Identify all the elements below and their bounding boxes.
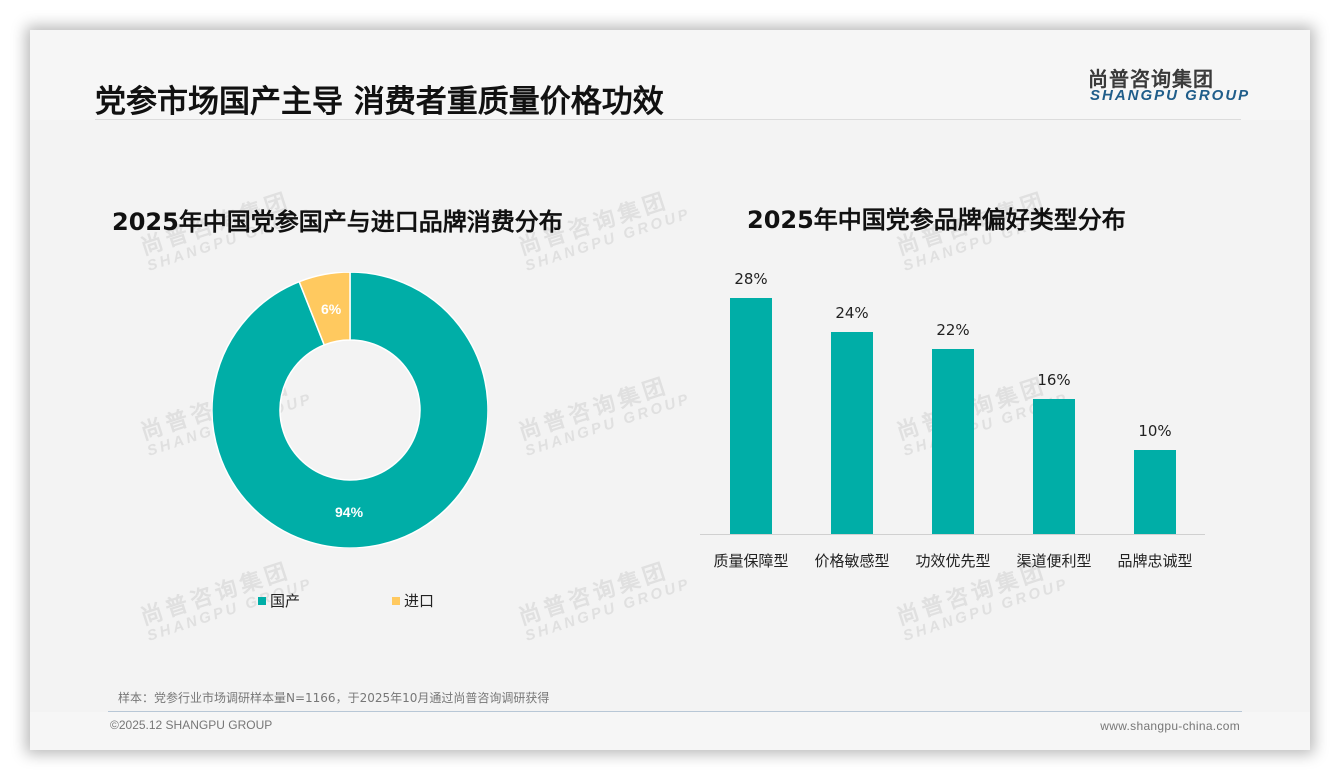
sample-note: 样本：党参行业市场调研样本量N=1166，于2025年10月通过尚普咨询调研获得 xyxy=(118,691,550,705)
bar xyxy=(831,331,873,534)
legend-label: 国产 xyxy=(270,592,301,610)
bar xyxy=(932,348,974,534)
bar-chart-title: 2025年中国党参品牌偏好类型分布 xyxy=(747,206,1126,234)
bar-value-label: 24% xyxy=(835,303,869,322)
donut-chart-title: 2025年中国党参国产与进口品牌消费分布 xyxy=(112,208,563,236)
bar-value-label: 22% xyxy=(936,320,970,339)
logo-chinese: 尚普咨询集团 xyxy=(1088,67,1214,91)
donut-slice xyxy=(298,271,351,346)
header-band xyxy=(30,30,1310,120)
legend-label: 进口 xyxy=(404,592,435,610)
bar-category-label: 质量保障型 xyxy=(713,552,789,570)
copyright: ©2025.12 SHANGPU GROUP xyxy=(110,718,273,732)
legend-swatch-teal-icon xyxy=(258,596,266,605)
bar-chart: 28% 质量保障型 24% 价格敏感型 22% 功效优先型 16% 渠道便利型 10% 品牌忠诚型 xyxy=(700,270,1220,570)
legend-swatch-yellow-icon xyxy=(392,596,400,605)
footer-band xyxy=(30,712,1310,750)
donut-label-domestic: 94% xyxy=(335,504,364,520)
donut-label-import: 6% xyxy=(321,301,342,317)
bar-value-label: 10% xyxy=(1138,421,1172,440)
slide: 党参市场国产主导 消费者重质量价格功效 尚普咨询集团 SHANGPU GROUP… xyxy=(30,30,1310,750)
donut-chart-svg xyxy=(211,271,489,549)
legend-item-domestic: 国产 xyxy=(258,590,300,611)
website-link: www.shangpu-china.com xyxy=(1100,719,1240,733)
x-axis-line xyxy=(700,534,1205,535)
donut-chart: 94% 6% xyxy=(211,271,489,549)
page-title: 党参市场国产主导 消费者重质量价格功效 xyxy=(95,84,664,120)
bar-category-label: 功效优先型 xyxy=(915,552,991,570)
bar-value-label: 16% xyxy=(1037,371,1071,390)
logo-english: SHANGPU GROUP xyxy=(1090,87,1251,104)
footer-divider xyxy=(108,711,1242,712)
bar xyxy=(1033,399,1075,534)
bar xyxy=(730,297,772,534)
bar-category-label: 价格敏感型 xyxy=(814,552,890,570)
legend-item-import: 进口 xyxy=(392,590,434,611)
bar-category-label: 品牌忠诚型 xyxy=(1117,552,1193,570)
bar-category-label: 渠道便利型 xyxy=(1016,552,1092,570)
header-divider xyxy=(95,119,1241,120)
donut-slice xyxy=(211,271,489,549)
bar-value-label: 28% xyxy=(734,269,768,288)
bar xyxy=(1134,449,1176,534)
